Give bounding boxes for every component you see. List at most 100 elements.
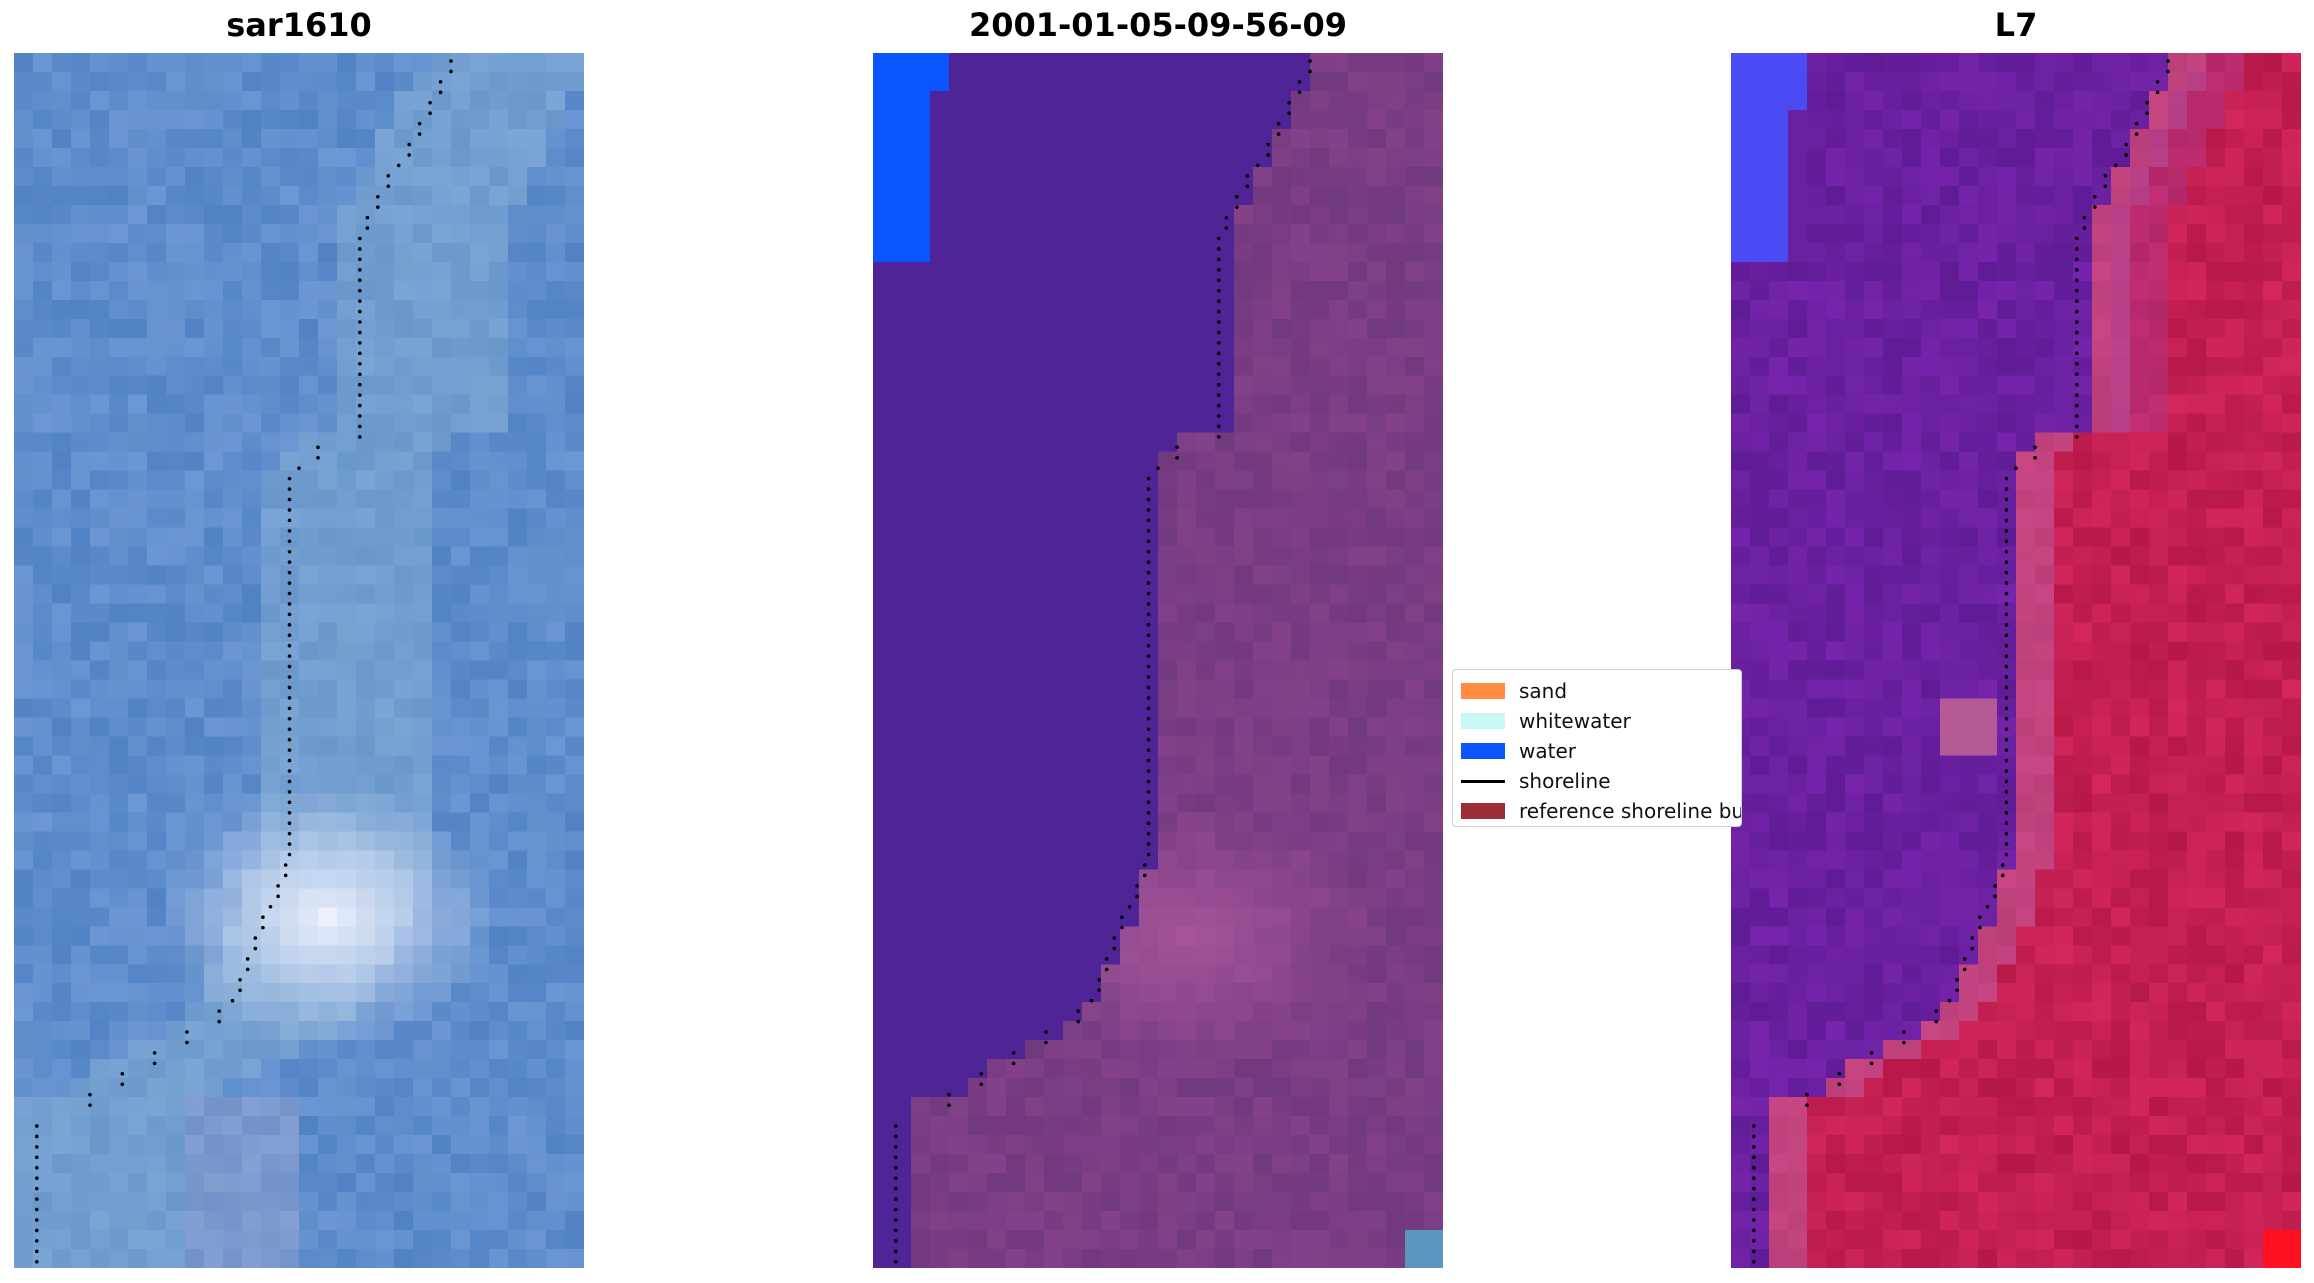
shoreline-dot	[287, 549, 292, 554]
shoreline-dot	[287, 518, 292, 523]
shoreline-dot	[276, 884, 280, 888]
shoreline-dot	[386, 184, 391, 189]
shoreline-dot	[1217, 435, 1221, 439]
shoreline-dot	[287, 508, 292, 512]
shoreline-dot	[2004, 602, 2009, 606]
shoreline-dot	[1902, 1030, 1906, 1034]
image-panel-classified	[873, 53, 1443, 1268]
shoreline-dot	[2004, 790, 2009, 794]
shoreline-dot	[1217, 330, 1221, 335]
shoreline-dot	[287, 570, 292, 575]
shoreline-dot	[1217, 382, 1221, 387]
shoreline-dot	[1217, 403, 1221, 408]
shoreline-dot	[2134, 121, 2139, 126]
shoreline-dot	[358, 247, 362, 251]
shoreline-dot	[386, 174, 391, 178]
shoreline-dot	[358, 403, 362, 408]
shoreline-dot	[35, 1176, 39, 1181]
shoreline-dot	[1287, 111, 1291, 116]
shoreline-dot	[2000, 863, 2005, 867]
legend-swatch-reference-buffer	[1461, 803, 1505, 819]
shoreline-dot	[1044, 1030, 1048, 1034]
sar-raster-image	[14, 53, 584, 1268]
shoreline-dot	[358, 382, 362, 387]
shoreline-dot	[1112, 936, 1117, 940]
shoreline-dot	[894, 1228, 898, 1233]
shoreline-dot	[1146, 737, 1151, 742]
shoreline-dot	[1217, 320, 1221, 324]
shoreline-dot	[1146, 748, 1151, 752]
shoreline-dot	[2004, 727, 2009, 732]
legend-swatch-sand	[1461, 683, 1505, 699]
shoreline-dot	[1146, 570, 1151, 575]
shoreline-dot	[1217, 309, 1221, 314]
shoreline-dot	[358, 424, 362, 429]
shoreline-dot	[2075, 288, 2079, 293]
shoreline-dot	[1146, 810, 1151, 815]
shoreline-dot	[287, 852, 292, 857]
shoreline-dot	[2093, 205, 2097, 209]
shoreline-dot	[35, 1134, 39, 1139]
shoreline-dot	[316, 445, 320, 450]
shoreline-dot	[2004, 654, 2009, 658]
shoreline-dot	[2004, 758, 2009, 763]
image-panel-sar1610	[14, 53, 584, 1268]
shoreline-dot	[2004, 529, 2009, 533]
shoreline-dot	[287, 560, 292, 564]
shoreline-dot	[358, 320, 362, 324]
shoreline-dot	[358, 278, 362, 283]
shoreline-dot	[1146, 591, 1151, 596]
shoreline-dot	[1146, 758, 1151, 763]
shoreline-dot	[287, 602, 292, 606]
shoreline-dot	[358, 330, 362, 335]
shoreline-dot	[1297, 90, 1302, 95]
shoreline-dot	[287, 581, 292, 585]
shoreline-dot	[358, 288, 362, 293]
shoreline-dot	[438, 80, 443, 84]
shoreline-dot	[1752, 1186, 1756, 1191]
shoreline-dot	[287, 664, 292, 669]
legend-label: sand	[1519, 679, 1568, 703]
shoreline-dot	[1217, 278, 1221, 283]
shoreline-dot	[1146, 769, 1151, 773]
shoreline-dot	[1752, 1239, 1756, 1243]
shoreline-dot	[1089, 998, 1094, 1003]
shoreline-dot	[1146, 779, 1151, 784]
legend-line-shoreline	[1461, 779, 1505, 783]
shoreline-dot	[894, 1124, 898, 1128]
shoreline-dot	[2075, 414, 2079, 418]
shoreline-dot	[35, 1165, 39, 1170]
shoreline-dot	[287, 737, 292, 742]
shoreline-dot	[35, 1259, 39, 1264]
shoreline-dot	[2134, 132, 2139, 136]
shoreline-dot	[1752, 1218, 1756, 1222]
shoreline-dot	[1962, 957, 1967, 961]
shoreline-dot	[1297, 80, 1302, 84]
shoreline-dot	[1869, 1061, 1874, 1066]
shoreline-dot	[1217, 362, 1221, 366]
shoreline-dot	[438, 90, 443, 95]
shoreline-dot	[894, 1155, 898, 1160]
shoreline-dot	[2103, 174, 2108, 178]
panel-title-sar1610: sar1610	[226, 6, 372, 44]
shoreline-dot	[1011, 1061, 1016, 1066]
shoreline-dot	[1146, 539, 1151, 544]
shoreline-dot	[1146, 497, 1151, 502]
shoreline-dot	[1097, 978, 1101, 982]
shoreline-dot	[1146, 717, 1151, 721]
shoreline-dot	[1955, 988, 1959, 993]
shoreline-dot	[35, 1145, 39, 1149]
shoreline-dot	[2075, 351, 2079, 356]
shoreline-dot	[2155, 90, 2160, 95]
shoreline-dot	[283, 873, 288, 878]
legend-item-whitewater: whitewater	[1461, 706, 1741, 736]
shoreline-dot	[1752, 1145, 1756, 1149]
shoreline-dot	[979, 1082, 984, 1087]
shoreline-dot	[894, 1176, 898, 1181]
shoreline-dot	[2004, 539, 2009, 544]
shoreline-dot	[120, 1072, 125, 1076]
shoreline-dot	[287, 727, 292, 732]
shoreline-dot	[35, 1218, 39, 1222]
shoreline-dot	[230, 998, 235, 1003]
shoreline-dot	[287, 748, 292, 752]
